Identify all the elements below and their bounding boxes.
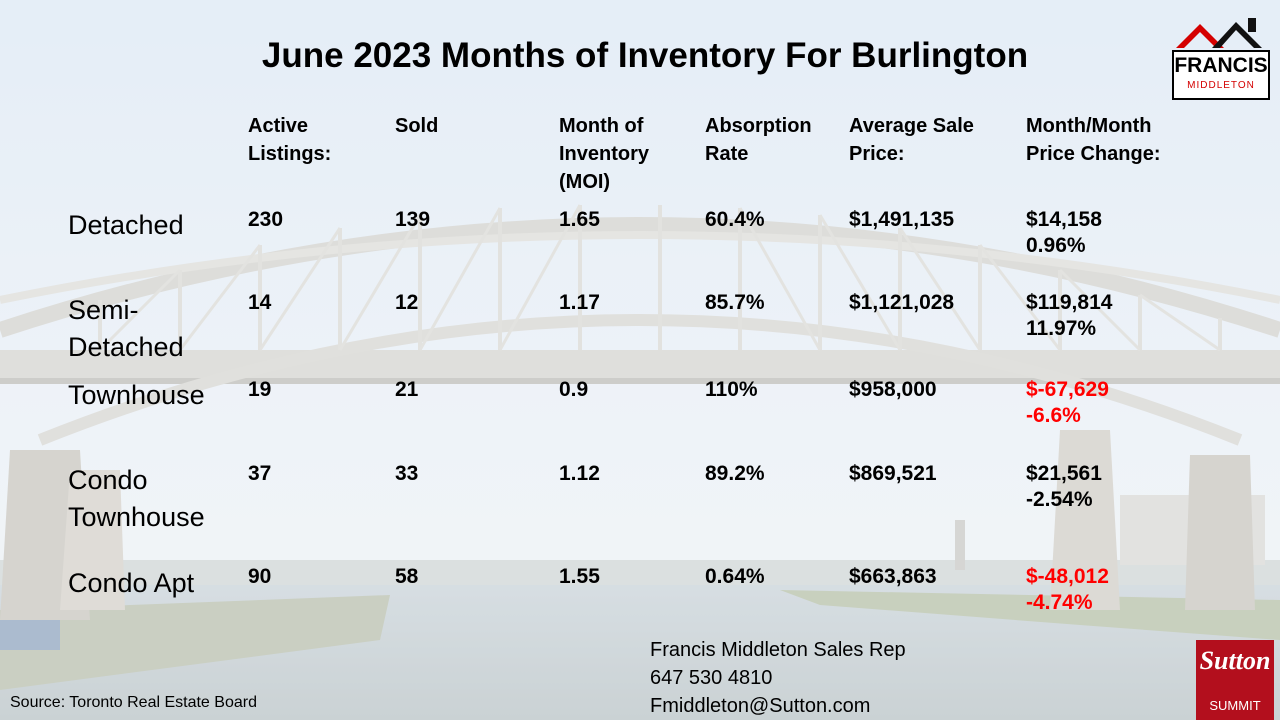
row-label-line: Detached bbox=[68, 332, 184, 362]
change-percent: 11.97% bbox=[1026, 317, 1097, 340]
cell-price-change: $21,561 -2.54% bbox=[1026, 461, 1102, 513]
contact-block: Francis Middleton Sales Rep 647 530 4810… bbox=[650, 636, 906, 720]
cell-sold: 12 bbox=[395, 291, 419, 314]
cell-moi: 1.65 bbox=[559, 208, 600, 231]
cell-active: 90 bbox=[248, 565, 272, 588]
change-amount: $119,814 bbox=[1026, 291, 1113, 314]
logo-box bbox=[1172, 50, 1270, 100]
cell-avg-price: $958,000 bbox=[849, 378, 937, 401]
header-line: Absorption bbox=[705, 115, 812, 137]
row-label-line: Townhouse bbox=[68, 502, 205, 532]
cell-avg-price: $869,521 bbox=[849, 462, 937, 485]
change-amount: $14,158 bbox=[1026, 208, 1102, 231]
header-line: Month of bbox=[559, 115, 644, 137]
cell-absorption: 0.64% bbox=[705, 565, 765, 588]
header-line: Price: bbox=[849, 143, 905, 165]
row-label-line: Detached bbox=[68, 210, 184, 240]
row-label-townhouse: Townhouse bbox=[68, 377, 205, 414]
cell-price-change: $14,158 0.96% bbox=[1026, 207, 1102, 259]
cell-active: 14 bbox=[248, 291, 272, 314]
change-amount: $-48,012 bbox=[1026, 565, 1109, 588]
cell-absorption: 110% bbox=[705, 378, 758, 401]
logo-subtitle: MIDDLETON bbox=[1187, 80, 1255, 91]
roof-icon bbox=[1176, 18, 1262, 48]
cell-moi: 1.55 bbox=[559, 565, 600, 588]
cell-sold: 58 bbox=[395, 565, 419, 588]
header-line: Listings: bbox=[248, 143, 332, 165]
change-percent: -2.54% bbox=[1026, 488, 1093, 511]
cell-price-change: $-67,629 -6.6% bbox=[1026, 377, 1109, 429]
cell-sold: 139 bbox=[395, 208, 431, 231]
header-average-sale-price: Average Sale Price: bbox=[849, 112, 974, 168]
change-amount: $21,561 bbox=[1026, 462, 1102, 485]
contact-phone: 647 530 4810 bbox=[650, 667, 773, 689]
header-line: Rate bbox=[705, 143, 749, 165]
logo-name: FRANCIS bbox=[1174, 54, 1268, 77]
row-label-semi-detached: Semi- Detached bbox=[68, 292, 184, 366]
sutton-summit-logo: Sutton SUMMIT bbox=[1196, 640, 1274, 720]
header-line: Price Change: bbox=[1026, 143, 1161, 165]
change-percent: 0.96% bbox=[1026, 234, 1086, 257]
cell-avg-price: $1,121,028 bbox=[849, 291, 955, 314]
header-moi: Month of Inventory (MOI) bbox=[559, 112, 649, 196]
header-absorption-rate: Absorption Rate bbox=[705, 112, 812, 168]
row-label-condo-townhouse: Condo Townhouse bbox=[68, 462, 205, 536]
cell-sold: 21 bbox=[395, 378, 419, 401]
header-line: Month/Month bbox=[1026, 115, 1152, 137]
header-active-listings: Active Listings: bbox=[248, 112, 331, 168]
source-note: Source: Toronto Real Estate Board bbox=[10, 694, 257, 711]
header-line: Active bbox=[248, 115, 309, 137]
cell-absorption: 85.7% bbox=[705, 291, 765, 314]
header-price-change: Month/Month Price Change: bbox=[1026, 112, 1160, 168]
francis-middleton-logo: FRANCIS MIDDLETON bbox=[1172, 18, 1270, 100]
change-amount: $-67,629 bbox=[1026, 378, 1109, 401]
cell-active: 19 bbox=[248, 378, 272, 401]
cell-price-change: $119,814 11.97% bbox=[1026, 290, 1112, 342]
header-line: Average Sale bbox=[849, 115, 974, 137]
row-label-line: Condo Apt bbox=[68, 568, 195, 598]
row-label-line: Townhouse bbox=[68, 380, 205, 410]
cell-active: 37 bbox=[248, 462, 272, 485]
change-percent: -4.74% bbox=[1026, 591, 1093, 614]
row-label-line: Condo bbox=[68, 465, 148, 495]
cell-active: 230 bbox=[248, 208, 284, 231]
change-percent: -6.6% bbox=[1026, 404, 1081, 427]
header-line: Sold bbox=[395, 115, 439, 137]
header-line: Inventory bbox=[559, 143, 650, 165]
cell-avg-price: $1,491,135 bbox=[849, 208, 955, 231]
cell-price-change: $-48,012 -4.74% bbox=[1026, 564, 1109, 616]
summit-label: SUMMIT bbox=[1209, 698, 1261, 713]
row-label-line: Semi- bbox=[68, 295, 139, 325]
cell-moi: 1.17 bbox=[559, 291, 600, 314]
header-line: (MOI) bbox=[559, 171, 611, 193]
row-label-detached: Detached bbox=[68, 207, 184, 244]
cell-absorption: 60.4% bbox=[705, 208, 765, 231]
cell-moi: 1.12 bbox=[559, 462, 600, 485]
cell-moi: 0.9 bbox=[559, 378, 589, 401]
header-sold: Sold bbox=[395, 112, 438, 140]
sutton-wordmark: Sutton bbox=[1199, 646, 1271, 675]
cell-absorption: 89.2% bbox=[705, 462, 765, 485]
row-label-condo-apt: Condo Apt bbox=[68, 565, 194, 602]
contact-name: Francis Middleton Sales Rep bbox=[650, 639, 906, 661]
contact-email[interactable]: Fmiddleton@Sutton.com bbox=[650, 695, 871, 717]
slide-title: June 2023 Months of Inventory For Burlin… bbox=[261, 36, 1029, 75]
cell-sold: 33 bbox=[395, 462, 419, 485]
cell-avg-price: $663,863 bbox=[849, 565, 937, 588]
